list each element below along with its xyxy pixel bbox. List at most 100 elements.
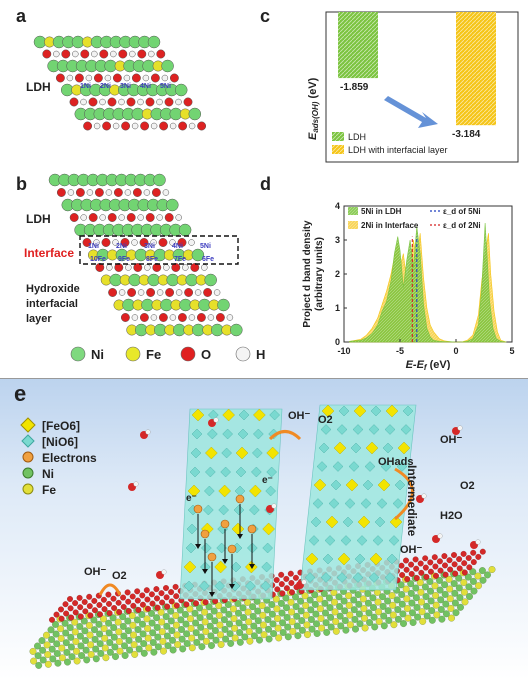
electron-icon (22, 451, 34, 463)
slab-o-atom (184, 288, 194, 297)
arrow-head-icon (202, 569, 208, 574)
arrow-icon (384, 96, 438, 128)
nio6-octahedron (344, 498, 356, 509)
fe-atom (202, 637, 210, 645)
fe-atom (317, 614, 325, 622)
ldh-o-atom (112, 73, 122, 83)
ni-atom (49, 655, 57, 663)
fe-atom (474, 572, 482, 580)
nio6-octahedron (261, 561, 272, 573)
ni-atom (119, 622, 127, 630)
ni-atom (63, 648, 71, 656)
o-atom (274, 586, 281, 593)
y-tick-label: 4 (335, 201, 340, 211)
ldh-h-atom (72, 50, 79, 58)
ni-atom (76, 623, 84, 630)
reaction-arrow-right (394, 467, 414, 521)
fe-atom (188, 644, 196, 652)
ni-atom (322, 609, 329, 617)
ni-atom (268, 610, 276, 618)
ni-atom (408, 599, 416, 607)
feo6-octahedron (214, 560, 227, 574)
o-atom (101, 606, 108, 613)
fe-atom (403, 595, 411, 603)
nio6-octahedron (185, 542, 197, 554)
ni-atom (384, 597, 392, 605)
legend-swatch-0 (348, 207, 358, 215)
slab-o-atom (177, 238, 187, 247)
ni-atom (326, 604, 334, 612)
fe-atom (72, 638, 80, 646)
fe-atom (144, 625, 152, 632)
ni-atom (407, 580, 415, 588)
ni-atom (370, 604, 377, 611)
nio6-octahedron (372, 535, 384, 546)
ni-atom (340, 597, 348, 605)
o-atom (111, 605, 118, 611)
fe-site-9Fe: 9Fe (118, 256, 130, 263)
slab-ni-atom (153, 173, 166, 187)
fe-atom (58, 654, 66, 662)
nio6-octahedron (362, 479, 374, 491)
fe-atom (244, 608, 252, 616)
arrow-head-icon (249, 564, 255, 569)
fe-legend-icon (125, 346, 141, 362)
fe-atom (389, 601, 397, 609)
fe-atom (331, 598, 338, 606)
fe-atom (390, 621, 398, 629)
fe-atom (304, 631, 311, 639)
ni-atom (77, 642, 85, 650)
ni-atom (428, 607, 436, 615)
ni-atom (82, 637, 89, 644)
slab-o-atom (158, 313, 168, 322)
fe-atom (331, 608, 339, 616)
ni-atom (437, 606, 445, 613)
slab-h-atom (125, 264, 132, 271)
nio6-octahedron (201, 542, 212, 554)
ni-atom (250, 632, 258, 640)
ni-atom (437, 596, 445, 604)
o-atom (125, 608, 132, 614)
ni-atom (109, 614, 117, 622)
ni-atom (52, 630, 60, 638)
ldh-h-atom (80, 98, 87, 106)
slab-h-atom (143, 189, 151, 196)
o-atom (418, 569, 425, 576)
ni-atom (371, 623, 379, 631)
feo6-octahedron (333, 441, 347, 455)
o-atom (431, 554, 438, 561)
o-atom (437, 567, 444, 574)
o-atom (442, 571, 449, 578)
ni-atom (139, 620, 146, 628)
ldh-o-atom (74, 73, 84, 83)
feo6-octahedron (249, 484, 262, 498)
fe-atom (217, 631, 224, 639)
nio6-octahedron (376, 498, 388, 509)
o-atom (145, 605, 151, 612)
ni-atom (133, 616, 141, 624)
o-atom (86, 593, 93, 600)
ni-atom (240, 623, 248, 631)
ni-atom (91, 626, 98, 634)
h-legend-icon (235, 346, 251, 362)
slab-o-atom (113, 188, 123, 197)
bar-value-label-0: -1.859 (340, 82, 369, 93)
o-atom (58, 615, 65, 622)
o-atom (130, 602, 137, 609)
ni-atom (407, 589, 415, 597)
nio6-octahedron (316, 461, 328, 472)
ni-atom (409, 619, 417, 626)
ni-atom (192, 619, 200, 627)
ni-atom (169, 646, 177, 654)
o-atom (283, 575, 290, 582)
ldh-label: LDH (26, 80, 51, 94)
fe-atom (57, 625, 65, 633)
ldh-h-atom (142, 74, 150, 82)
ldh-h-atom (93, 122, 101, 130)
ni-atom (451, 599, 459, 607)
fe-atom (128, 612, 136, 620)
nio6-octahedron (380, 461, 392, 472)
ldh-h-atom (156, 98, 163, 106)
o-atom (456, 556, 463, 563)
ni-atom (342, 626, 350, 634)
